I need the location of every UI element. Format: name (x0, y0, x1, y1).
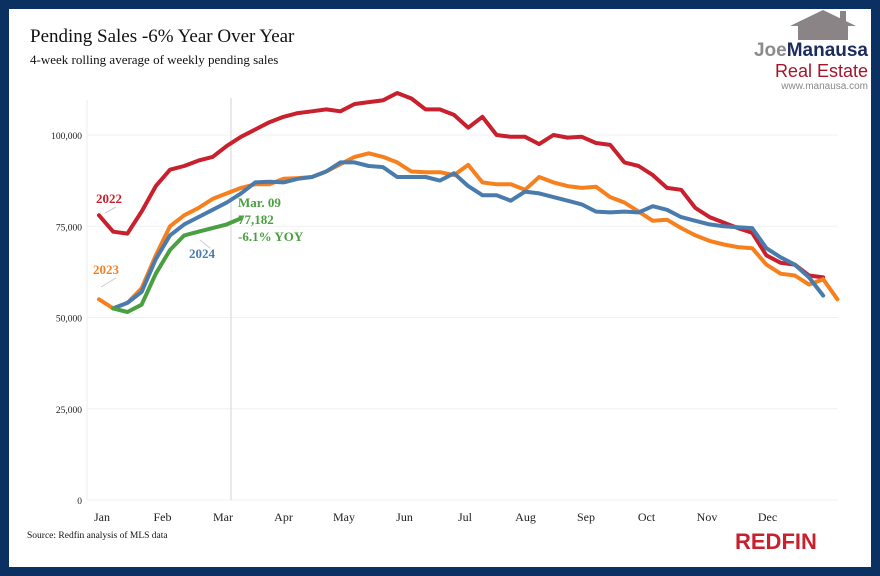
joe-manausa-logo: JoeManausa Real Estate www.manausa.com (718, 8, 868, 93)
chart-panel (9, 9, 871, 567)
series-line-2024 (111, 160, 826, 311)
label-2023: 2023 (93, 262, 120, 277)
logo-real-estate: Real Estate (774, 61, 868, 81)
house-icon (790, 10, 856, 40)
y-tick-label: 0 (77, 497, 82, 507)
chart-subtitle: 4-week rolling average of weekly pending… (30, 52, 279, 67)
logo-manausa: Manausa (786, 40, 868, 61)
x-tick-label: Mar (213, 510, 233, 524)
redfin-logo: REDFIN (735, 529, 817, 554)
series-line-2022 (97, 91, 826, 280)
x-tick-label: Dec (758, 510, 777, 524)
series-line-2023 (97, 151, 840, 311)
callout-date: Mar. 09 (238, 195, 281, 210)
x-tick-label: May (333, 510, 355, 524)
chart-title: Pending Sales -6% Year Over Year (30, 26, 295, 47)
y-tick-label: 25,000 (56, 406, 82, 416)
y-tick-label: 75,000 (56, 223, 82, 233)
x-tick-label: Jan (94, 510, 110, 524)
label-2022: 2022 (96, 191, 122, 206)
logo-url: www.manausa.com (781, 81, 868, 92)
label-2024: 2024 (189, 246, 216, 261)
y-tick-label: 50,000 (56, 315, 82, 325)
logo-joe: Joe (753, 40, 787, 61)
x-tick-label: Apr (274, 510, 293, 524)
annotation-leader-2023 (100, 277, 117, 288)
annotation-leader-2022 (104, 206, 117, 214)
x-tick-label: Aug (515, 510, 536, 524)
x-tick-label: Nov (697, 510, 718, 524)
callout-value: 77,182 (238, 212, 274, 227)
x-tick-label: Oct (638, 510, 656, 524)
y-tick-label: 100,000 (51, 132, 82, 142)
source-note: Source: Redfin analysis of MLS data (27, 531, 168, 541)
x-tick-label: Jul (458, 510, 473, 524)
x-tick-label: Feb (154, 510, 172, 524)
series-line-current (111, 216, 243, 314)
x-tick-label: Sep (577, 510, 595, 524)
logo-name: JoeManausa (718, 40, 868, 61)
annotation-leader-2024 (199, 239, 211, 249)
callout-yoy: -6.1% YOY (238, 229, 304, 244)
x-tick-label: Jun (396, 510, 413, 524)
